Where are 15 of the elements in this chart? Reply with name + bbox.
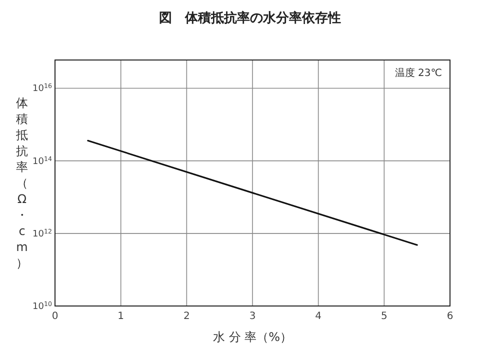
x-axis-title: 水 分 率（%）	[212, 330, 292, 344]
text: 体積抵抗率（Ω・cm）	[16, 96, 28, 270]
x-tick-label: 0	[52, 311, 58, 322]
annotation: 温度 23℃	[394, 67, 442, 79]
x-tick-label: 3	[249, 311, 256, 322]
chart-title: 図 体積抵抗率の水分率依存性	[159, 10, 341, 26]
x-tick-label: 6	[446, 311, 454, 322]
y-tick-label: 10$^{10}$	[32, 300, 52, 312]
x-tick-label: 1	[118, 311, 124, 322]
y-tick-label: 10$^{12}$	[32, 228, 52, 240]
y-tick-label: 10$^{16}$	[32, 82, 52, 94]
y-tick-label: 10$^{14}$	[32, 155, 52, 167]
x-tick-label: 4	[315, 311, 322, 322]
x-tick-label: 5	[380, 311, 388, 322]
x-tick-label: 2	[183, 311, 190, 322]
